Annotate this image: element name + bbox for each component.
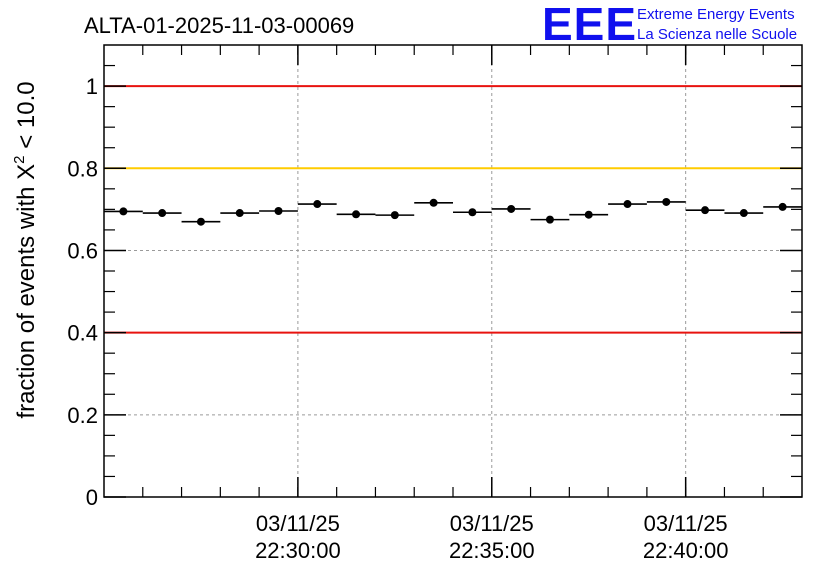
logo-line-1: Extreme Energy Events xyxy=(637,6,795,23)
x-axis-ticks: 03/11/2522:30:0003/11/2522:35:0003/11/25… xyxy=(142,45,764,563)
data-marker xyxy=(545,215,554,224)
data-point xyxy=(336,210,376,219)
y-tick-label: 0.6 xyxy=(67,238,98,263)
data-marker xyxy=(274,207,283,216)
x-tick-label-date: 03/11/25 xyxy=(644,511,728,536)
y-axis-label-suffix: < 10.0 xyxy=(13,81,40,155)
data-point xyxy=(414,198,453,207)
logo-line-2: La Scienza nelle Scuole xyxy=(637,26,797,43)
data-marker xyxy=(662,197,671,206)
data-point xyxy=(375,211,415,220)
x-tick-label-date: 03/11/25 xyxy=(450,511,534,536)
x-tick-label-time: 22:30:00 xyxy=(255,538,341,563)
y-tick-label: 1 xyxy=(86,74,98,99)
x-tick-label-time: 22:40:00 xyxy=(643,538,729,563)
data-point xyxy=(685,206,725,215)
eee-logo: EEE Extreme Energy Events La Scienza nel… xyxy=(542,0,797,50)
chart-title: ALTA-01-2025-11-03-00069 xyxy=(84,13,354,38)
y-tick-label: 0 xyxy=(86,485,98,510)
data-point xyxy=(220,209,260,218)
y-tick-label: 0.8 xyxy=(67,156,98,181)
data-marker xyxy=(235,209,244,218)
plot-frame xyxy=(103,44,803,498)
logo-letters: EEE xyxy=(542,0,637,50)
data-marker xyxy=(119,207,128,216)
data-marker xyxy=(352,210,361,219)
data-point xyxy=(142,209,182,218)
data-point xyxy=(724,209,764,218)
data-point xyxy=(608,200,647,209)
y-tick-label: 0.4 xyxy=(67,321,98,346)
data-marker xyxy=(584,210,593,219)
data-marker xyxy=(739,209,748,218)
data-marker xyxy=(507,204,516,213)
data-point xyxy=(453,208,492,217)
data-point xyxy=(104,207,143,216)
data-point xyxy=(569,210,609,219)
data-point xyxy=(181,217,221,226)
data-marker xyxy=(313,200,322,209)
data-point xyxy=(646,197,686,206)
reference-lines xyxy=(104,85,802,334)
data-marker xyxy=(196,217,205,226)
x-tick-label-date: 03/11/25 xyxy=(256,511,340,536)
data-marker xyxy=(623,200,632,209)
data-marker xyxy=(701,206,710,215)
y-tick-label: 0.2 xyxy=(67,403,98,428)
data-marker xyxy=(158,209,167,218)
y-axis-label-symbol: X xyxy=(13,164,40,180)
data-marker xyxy=(468,208,477,217)
grid xyxy=(104,45,802,497)
y-axis-label: fraction of events with X2 < 10.0 xyxy=(11,81,40,418)
data-point xyxy=(259,207,298,216)
data-point xyxy=(297,200,337,209)
y-axis-ticks: 0 0.2 0.4 0.6 0.8 1 xyxy=(67,64,802,510)
y-axis-label-prefix: fraction of events with xyxy=(13,180,40,419)
data-point xyxy=(530,215,570,224)
data-point xyxy=(491,204,531,213)
data-marker xyxy=(390,211,399,220)
axes xyxy=(103,44,803,498)
y-axis-label-sup: 2 xyxy=(11,155,28,163)
data-series xyxy=(104,197,802,226)
data-marker xyxy=(778,202,787,211)
x-tick-label-time: 22:35:00 xyxy=(449,538,535,563)
data-point xyxy=(763,202,802,211)
data-marker xyxy=(429,198,438,207)
